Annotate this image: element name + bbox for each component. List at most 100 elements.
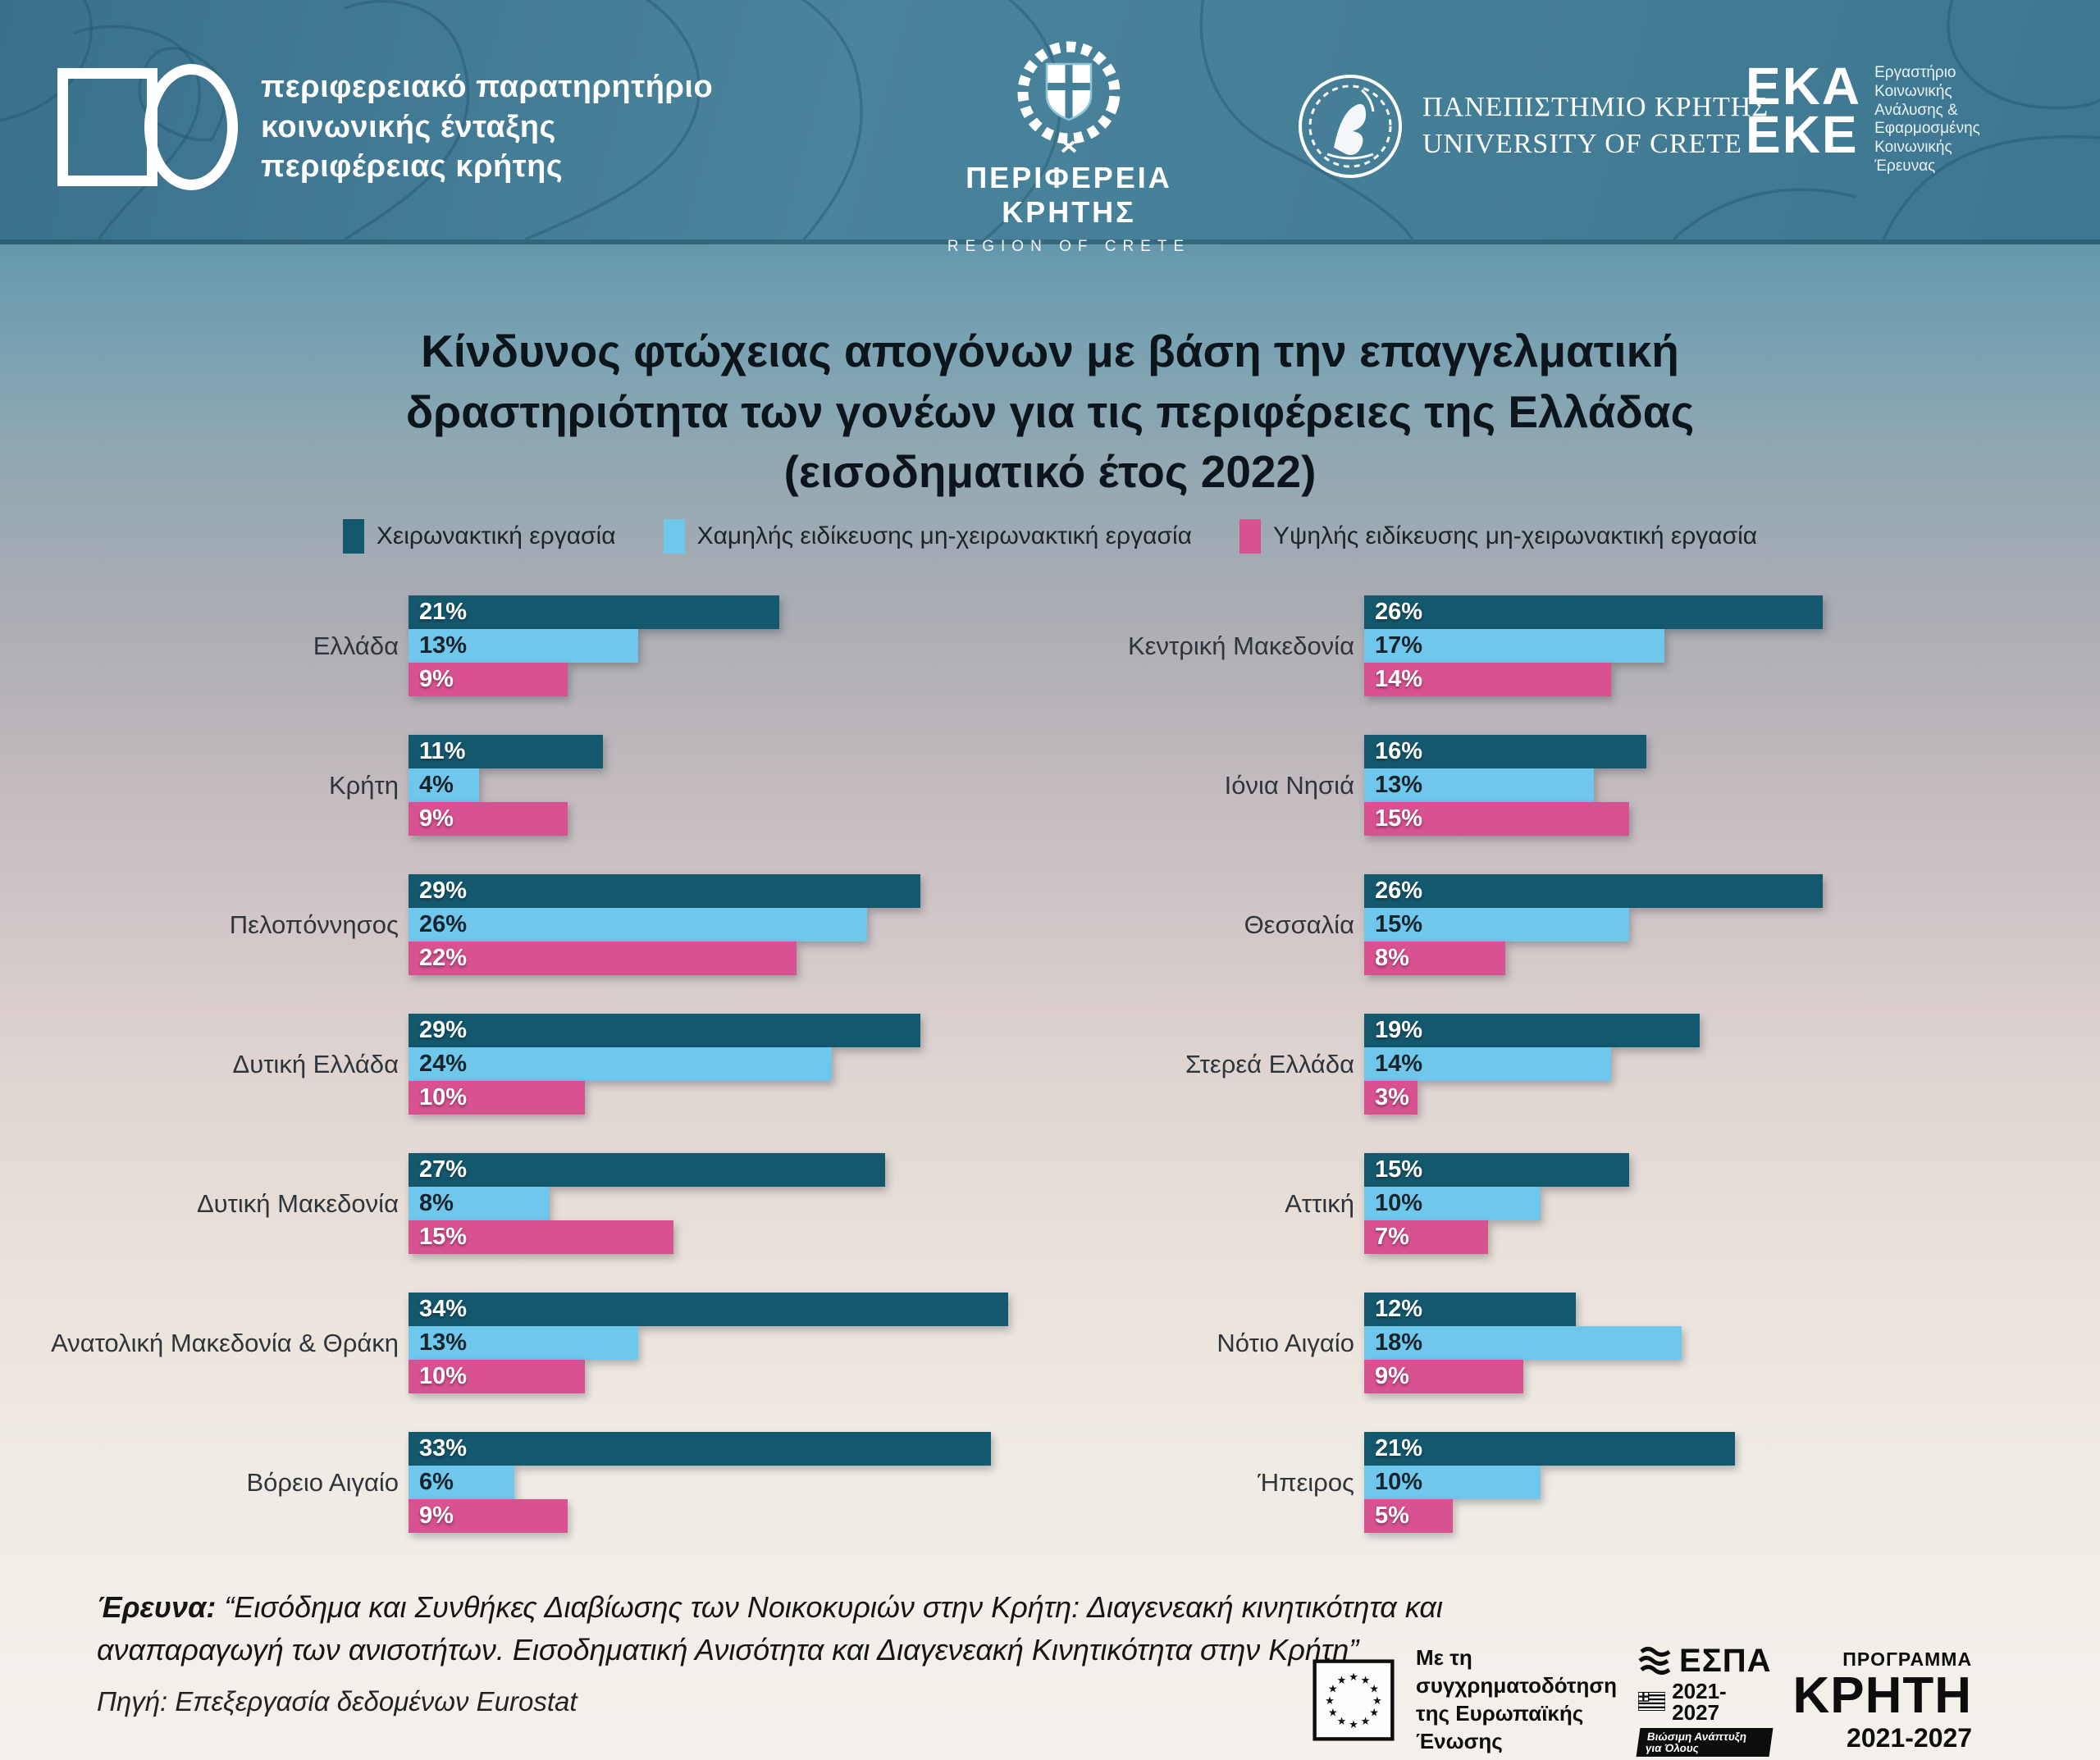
bar-value-label: 13% [419,1329,468,1356]
region-label: Δυτική Μακεδονία [196,1188,399,1218]
program-label: ΠΡΟΓΡΑΜΜΑ [1842,1648,1973,1670]
region-group: Κεντρική Μακεδονία 26% 17% 14% [1050,595,2100,696]
bar-stack: 27% 8% 15% [409,1153,885,1254]
bar-value-label: 13% [1375,772,1423,798]
bar-value-label: 9% [419,805,454,832]
region-group: Νότιο Αιγαίο 12% 18% 9% [1050,1293,2100,1393]
bar-stack: 11% 4% 9% [409,735,603,836]
bar-value-label: 10% [1375,1469,1423,1495]
bar-high-skill-nonmanual: 5% [1364,1499,1453,1533]
bar-stack: 29% 24% 10% [409,1014,920,1115]
bar-value-label: 15% [1375,1156,1423,1183]
region-label: Ιόνια Νησιά [1224,770,1354,800]
bar-value-label: 24% [419,1051,468,1077]
eka-eke-acronym: ΕΚΑ ΕΚΕ [1746,57,1862,161]
logo-square-shape [57,68,158,186]
greek-flag-icon [1638,1692,1666,1711]
legend-item-manual-labor: Χειρωνακτική εργασία [342,519,616,554]
espa-waves-icon [1638,1646,1671,1675]
region-label: Κεντρική Μακεδονία [1128,631,1354,660]
bar-value-label: 5% [1375,1502,1409,1529]
bar-value-label: 17% [1375,632,1423,659]
eu-cofunding-text: Με τη συγχρηματοδότηση της Ευρωπαϊκής Έν… [1416,1644,1617,1755]
region-label: Δυτική Ελλάδα [232,1049,399,1078]
svg-text:★: ★ [1337,1675,1347,1687]
bar-value-label: 7% [1375,1224,1409,1250]
bar-stack: 16% 13% 15% [1364,735,1646,836]
bar-high-skill-nonmanual: 7% [1364,1220,1488,1254]
bar-value-label: 11% [419,738,466,764]
bar-high-skill-nonmanual: 15% [1364,802,1629,836]
bar-value-label: 10% [1375,1190,1423,1216]
svg-text:★: ★ [1349,1719,1358,1731]
bar-manual-labor: 12% [1364,1293,1576,1326]
bar-manual-labor: 26% [1364,595,1823,629]
page-background [0,239,2100,1760]
region-group: Στερεά Ελλάδα 19% 14% 3% [1050,1014,2100,1115]
chart-column-right: Κεντρική Μακεδονία 26% 17% 14% Ιόνια Νησιά 16… [1050,595,2100,1571]
bar-high-skill-nonmanual: 3% [1364,1081,1418,1115]
region-label: Ήπειρος [1258,1467,1354,1497]
eka-side-line: Κοινωνικής [1874,139,1952,157]
region-label: Βόρειο Αιγαίο [246,1467,399,1497]
bar-low-skill-nonmanual: 13% [1364,768,1594,802]
program-years: 2021-2027 [1847,1722,1973,1753]
eka-line: ΕΚΑ [1746,57,1862,116]
header-band: περιφερειακό παρατηρητήριο κοινωνικής έν… [0,0,2100,255]
region-label: Κρήτη [328,770,399,800]
region-group: Δυτική Μακεδονία 27% 8% 15% [0,1153,1050,1254]
legend-label: Χαμηλής ειδίκευσης μη-χειρωνακτική εργασ… [696,522,1192,549]
funding-logos-row: ★ ★ ★ ★ ★ ★ ★ ★ ★ ★ ★ ★ Με τη συγχρηματοδότηση τ… [1312,1644,1972,1757]
espa-banner-text: Βιώσιμη Ανάπτυξη για Όλους [1636,1727,1774,1757]
bar-value-label: 8% [419,1190,454,1216]
eu-cofunding-line-2: της Ευρωπαϊκής Ένωσης [1416,1701,1584,1753]
bar-low-skill-nonmanual: 13% [409,1326,638,1360]
legend-item-low-skill-nonmanual: Χαμηλής ειδίκευσης μη-χειρωνακτική εργασ… [663,519,1192,554]
bar-stack: 12% 18% 9% [1364,1293,1682,1393]
bar-value-label: 10% [419,1363,468,1389]
bar-value-label: 16% [1375,738,1423,764]
bar-high-skill-nonmanual: 10% [409,1081,585,1115]
bar-value-label: 9% [1375,1363,1409,1389]
legend-swatch-manual-labor [342,519,364,554]
legend-swatch-low-skill-nonmanual [663,519,685,554]
bar-high-skill-nonmanual: 15% [409,1220,673,1254]
university-of-crete-logo-block: ΠΑΝΕΠΙΣΤΗΜΙΟ ΚΡΗΤΗΣ UNIVERSITY OF CRETE [1296,72,1769,180]
bar-low-skill-nonmanual: 17% [1364,629,1664,663]
bar-manual-labor: 21% [409,595,779,629]
bar-value-label: 8% [1375,945,1409,971]
bar-low-skill-nonmanual: 8% [409,1187,550,1220]
bar-low-skill-nonmanual: 13% [409,629,638,663]
svg-text:★: ★ [1369,1683,1379,1695]
svg-text:★: ★ [1337,1716,1347,1728]
university-name-en: UNIVERSITY OF CRETE [1422,129,1742,159]
bar-value-label: 13% [419,632,468,659]
bar-value-label: 27% [419,1156,468,1183]
bar-low-skill-nonmanual: 24% [409,1047,832,1081]
bar-low-skill-nonmanual: 18% [1364,1326,1682,1360]
region-group: Ιόνια Νησιά 16% 13% 15% [1050,735,2100,836]
observatory-line-3: περιφέρειας κρήτης [261,149,564,185]
bar-value-label: 29% [419,1017,468,1043]
legend-item-high-skill-nonmanual: Υψηλής ειδίκευσης μη-χειρωνακτική εργασί… [1239,519,1757,554]
bar-stack: 15% 10% 7% [1364,1153,1629,1254]
region-group: Ανατολική Μακεδονία & Θράκη 34% 13% 10% [0,1293,1050,1393]
bar-stack: 26% 17% 14% [1364,595,1823,696]
bar-value-label: 15% [1375,805,1423,832]
legend-label: Υψηλής ειδίκευσης μη-χειρωνακτική εργασί… [1272,522,1758,549]
espa-logo-block: ΕΣΠΑ 2021-2027 Βιώσιμη Ανάπτυξη για Όλου… [1636,1642,1774,1757]
bar-low-skill-nonmanual: 4% [409,768,479,802]
bar-value-label: 34% [419,1296,468,1322]
espa-name: ΕΣΠΑ [1679,1642,1772,1679]
bar-high-skill-nonmanual: 14% [1364,663,1611,696]
bar-manual-labor: 21% [1364,1432,1735,1466]
bar-value-label: 18% [1375,1329,1423,1356]
svg-text:★: ★ [1325,1695,1335,1708]
university-name-block: ΠΑΝΕΠΙΣΤΗΜΙΟ ΚΡΗΤΗΣ UNIVERSITY OF CRETE [1422,89,1769,163]
bar-value-label: 29% [419,878,468,904]
region-label: Ανατολική Μακεδονία & Θράκη [51,1328,399,1357]
bar-low-skill-nonmanual: 6% [409,1466,514,1499]
bar-low-skill-nonmanual: 14% [1364,1047,1611,1081]
bar-high-skill-nonmanual: 22% [409,942,797,975]
